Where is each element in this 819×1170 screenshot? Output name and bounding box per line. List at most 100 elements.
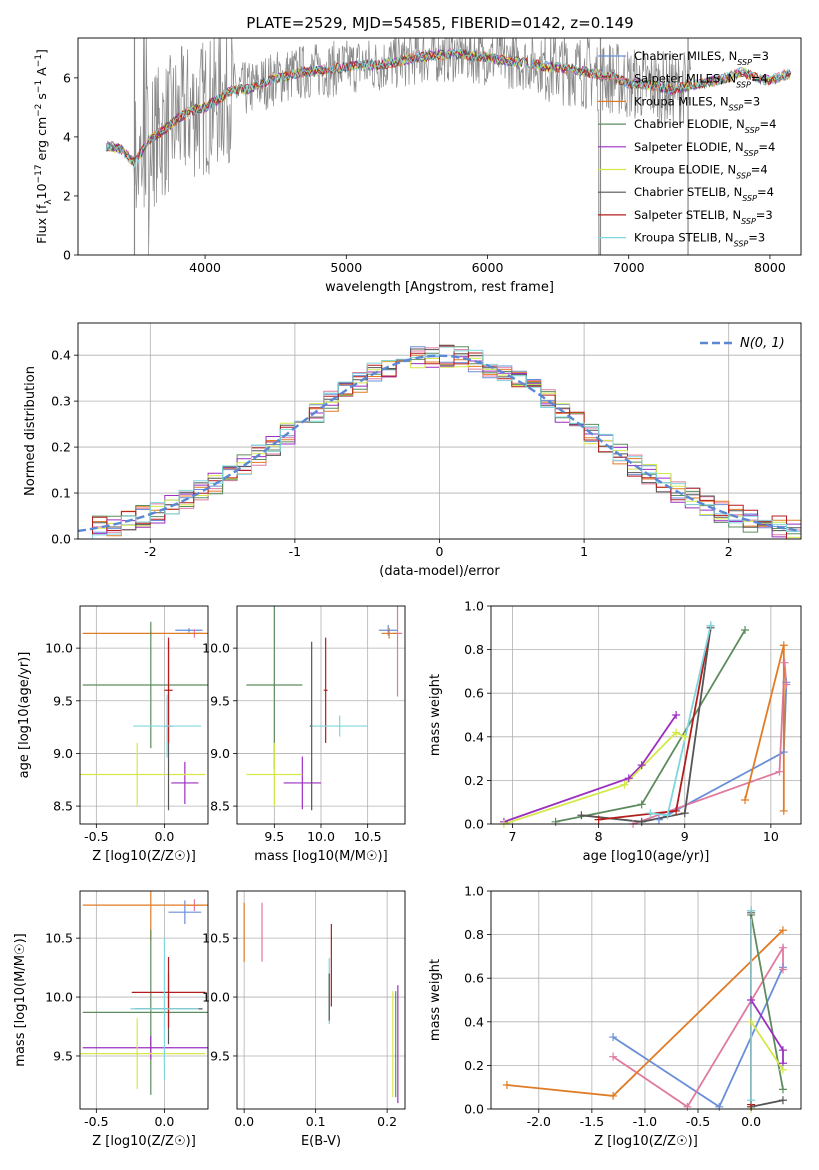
mass-weight-series-line	[632, 662, 788, 824]
mass-weight-marker	[778, 926, 787, 935]
y-tick-label: 0.0	[464, 1102, 484, 1117]
axes-frame	[490, 890, 802, 1110]
mass-weight-marker	[620, 780, 629, 789]
legend-label: Chabrier STELIB, NSSP=4	[634, 185, 774, 203]
y-tick-label: 9.0	[210, 746, 230, 761]
x-tick-label: 0.0	[154, 1114, 174, 1129]
mass-weight-marker	[778, 1085, 787, 1094]
massweight_vs_age-panel: 7 8 9 10 0.0 0.2 0.4 0.6 0.8 1.0 age [log10(age/yr…	[428, 599, 802, 864]
mass-weight-marker	[609, 1091, 618, 1100]
mass-weight-marker	[747, 906, 756, 915]
y-tick-label: 0.8	[464, 927, 484, 942]
x-axis-label: mass [log10(M/M☉)]	[254, 849, 387, 864]
x-tick-label: -0.5	[84, 829, 108, 844]
legend-label: Kroupa STELIB, NSSP=3	[634, 231, 765, 249]
y-tick-label: 9.0	[53, 746, 73, 761]
x-axis-label: (data-model)/error	[379, 564, 500, 579]
axes-frame	[490, 605, 802, 825]
spectrum-legend: Chabrier MILES, NSSP=3 Salpeter MILES, NS…	[598, 49, 776, 248]
x-tick-label: 0.0	[154, 829, 174, 844]
mass-weight-marker	[637, 800, 646, 809]
y-tick-label: 0.1	[51, 486, 71, 501]
x-tick-label: 7	[509, 829, 517, 844]
mass-weight-series-line	[503, 731, 686, 824]
x-tick-label: 10.0	[307, 829, 335, 844]
axes-frame	[236, 605, 406, 825]
x-axis-label: E(B-V)	[301, 1134, 341, 1149]
axes-frame	[77, 322, 802, 540]
mass-weight-marker	[663, 811, 672, 820]
y-tick-label: 9.5	[210, 1048, 230, 1063]
x-tick-label: 0.1	[306, 1114, 326, 1129]
mass-weight-series-line	[744, 644, 785, 811]
x-axis-label: Z [log10(Z/Z☉)]	[594, 1134, 698, 1149]
residuals-plot-area	[78, 344, 801, 539]
mass-weight-marker	[778, 1065, 787, 1074]
y-tick-label: 2	[63, 188, 71, 203]
mass-weight-marker	[502, 1081, 511, 1090]
axes-frame	[77, 37, 802, 256]
residual-histogram-step	[78, 346, 801, 539]
mass-weight-marker	[778, 943, 787, 952]
mass-weight-marker	[779, 748, 788, 757]
mass-weight-marker	[680, 809, 689, 818]
x-tick-label: -2.0	[527, 1114, 551, 1129]
y-tick-label: 0.0	[51, 532, 71, 547]
y-tick-label: 9.5	[210, 693, 230, 708]
mass-weight-marker	[778, 1096, 787, 1105]
y-axis-label: mass [log10(M/M☉)]	[13, 933, 28, 1066]
mass-weight-marker	[637, 817, 646, 826]
age_vs_Z-panel: -0.5 0.0 8.5 9.0 9.5 10.0 Z [log10(Z/Z☉)] age […	[17, 605, 209, 864]
y-tick-label: 0.4	[464, 1014, 484, 1029]
x-axis-label: wavelength [Angstrom, rest frame]	[325, 280, 554, 295]
mass-weight-marker	[609, 1052, 618, 1061]
mass-weight-marker	[747, 996, 756, 1004]
mass-weight-marker	[780, 658, 789, 667]
y-axis-label: mass weight	[428, 959, 443, 1041]
mass_vs_Z-plot-area	[80, 891, 208, 1095]
x-tick-label: -1.0	[633, 1114, 657, 1129]
mass-weight-series-line	[750, 914, 784, 1107]
y-tick-label: 9.5	[53, 1048, 73, 1063]
legend-label: Salpeter STELIB, NSSP=3	[634, 208, 773, 226]
y-tick-label: 0	[63, 248, 71, 263]
mass-weight-marker	[680, 732, 689, 741]
legend-label: N(0, 1)	[740, 336, 785, 351]
x-tick-label: -1.5	[580, 1114, 604, 1129]
y-tick-label: 10.0	[202, 990, 230, 1005]
mass-weight-marker	[779, 806, 788, 815]
mass-weight-series-line	[503, 714, 677, 823]
x-tick-label: 7000	[613, 260, 645, 275]
y-tick-label: 0.6	[464, 971, 484, 986]
x-tick-label: 2	[725, 544, 733, 559]
y-tick-label: 0.4	[51, 348, 71, 363]
x-tick-label: 10	[763, 829, 779, 844]
mass_vs_ebv-plot-area	[243, 902, 399, 1104]
x-tick-label: 6000	[472, 260, 504, 275]
y-axis-label: mass weight	[428, 674, 443, 756]
age_vs_mass-panel: 9.5 10.0 10.5 8.5 9.0 9.5 10.0 mass [log10(M/M☉…	[202, 605, 406, 864]
mass-weight-marker	[594, 815, 603, 824]
residuals-panel: -2 -1 0 1 2 0.0 0.1 0.2 0.3 0.4 (data-model)/error…	[23, 322, 802, 579]
mass-weight-marker	[747, 1017, 756, 1026]
y-tick-label: 0.2	[464, 1058, 484, 1073]
legend-label: Chabrier ELODIE, NSSP=4	[634, 117, 776, 135]
x-axis-label: age [log10(age/yr)]	[583, 849, 710, 864]
mass-weight-marker	[782, 680, 791, 689]
mass-weight-marker	[654, 815, 663, 824]
x-tick-label: 0.0	[741, 1114, 761, 1129]
y-tick-label: 10.5	[202, 931, 230, 946]
mass-weight-marker	[672, 728, 681, 737]
mass_vs_Z-panel: -0.5 0.0 9.5 10.0 10.5 Z [log10(Z/Z☉)] mass [l…	[13, 890, 209, 1149]
figure-title: PLATE=2529, MJD=54585, FIBERID=0142, z=0…	[246, 14, 633, 32]
model-spectrum-line	[106, 49, 792, 162]
x-tick-label: -0.5	[686, 1114, 710, 1129]
mass-weight-marker	[775, 767, 784, 776]
mass-weight-marker	[609, 1033, 618, 1042]
y-tick-label: 0.2	[464, 773, 484, 788]
mass-weight-marker	[624, 774, 633, 783]
axes-frame	[79, 605, 209, 825]
y-tick-label: 0.6	[464, 686, 484, 701]
y-tick-label: 0.2	[51, 440, 71, 455]
x-tick-label: 1	[580, 544, 588, 559]
